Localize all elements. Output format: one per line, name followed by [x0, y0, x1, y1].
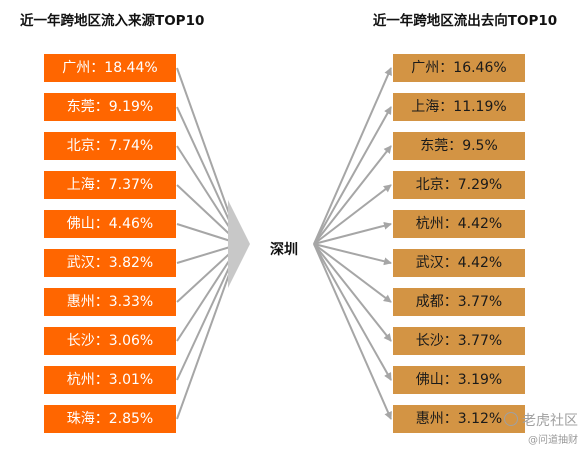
- outflow-arrow-6: [313, 243, 392, 266]
- outflow-box-9: 佛山：3.19%: [393, 366, 525, 394]
- outflow-box-8: 长沙：3.77%: [393, 327, 525, 355]
- inflow-box-7: 惠州：3.33%: [44, 288, 176, 316]
- inflow-box-3: 北京：7.74%: [44, 132, 176, 160]
- outflow-arrow-10: [313, 243, 392, 420]
- watermark-text: 老虎社区: [522, 413, 578, 429]
- inflow-box-4: 上海：7.37%: [44, 171, 176, 199]
- center-arrow-shape: [228, 200, 250, 288]
- outflow-box-3: 东莞：9.5%: [393, 132, 525, 160]
- outflow-box-7: 成都：3.77%: [393, 288, 525, 316]
- center-city-label: 深圳: [270, 242, 298, 258]
- outflow-box-4: 北京：7.29%: [393, 171, 525, 199]
- outflow-arrow-4: [313, 184, 392, 245]
- outflow-arrow-1: [313, 67, 392, 245]
- outflow-title: 近一年跨地区流出去向TOP10: [372, 13, 558, 29]
- outflow-box-5: 杭州：4.42%: [393, 210, 525, 238]
- outflow-arrow-8: [313, 243, 392, 342]
- watermark-author: @问道抽财: [528, 435, 578, 446]
- inflow-box-8: 长沙：3.06%: [44, 327, 176, 355]
- inflow-box-2: 东莞：9.19%: [44, 93, 176, 121]
- outflow-box-6: 武汉：4.42%: [393, 249, 525, 277]
- inflow-box-5: 佛山：4.46%: [44, 210, 176, 238]
- outflow-box-1: 广州：16.46%: [393, 54, 525, 82]
- watermark: 老虎社区: [504, 410, 578, 430]
- tiger-logo-icon: [504, 412, 518, 426]
- inflow-box-6: 武汉：3.82%: [44, 249, 176, 277]
- outflow-arrow-5: [313, 221, 392, 245]
- outflow-box-2: 上海：11.19%: [393, 93, 525, 121]
- inflow-box-9: 杭州：3.01%: [44, 366, 176, 394]
- inflow-box-10: 珠海：2.85%: [44, 405, 176, 433]
- outflow-arrow-2: [313, 106, 392, 245]
- outflow-box-10: 惠州：3.12%: [393, 405, 525, 433]
- outflow-arrow-9: [313, 243, 392, 381]
- inflow-title: 近一年跨地区流入来源TOP10: [20, 13, 205, 29]
- inflow-box-1: 广州：18.44%: [44, 54, 176, 82]
- outflow-arrow-7: [313, 243, 392, 303]
- outflow-arrow-3: [313, 145, 392, 245]
